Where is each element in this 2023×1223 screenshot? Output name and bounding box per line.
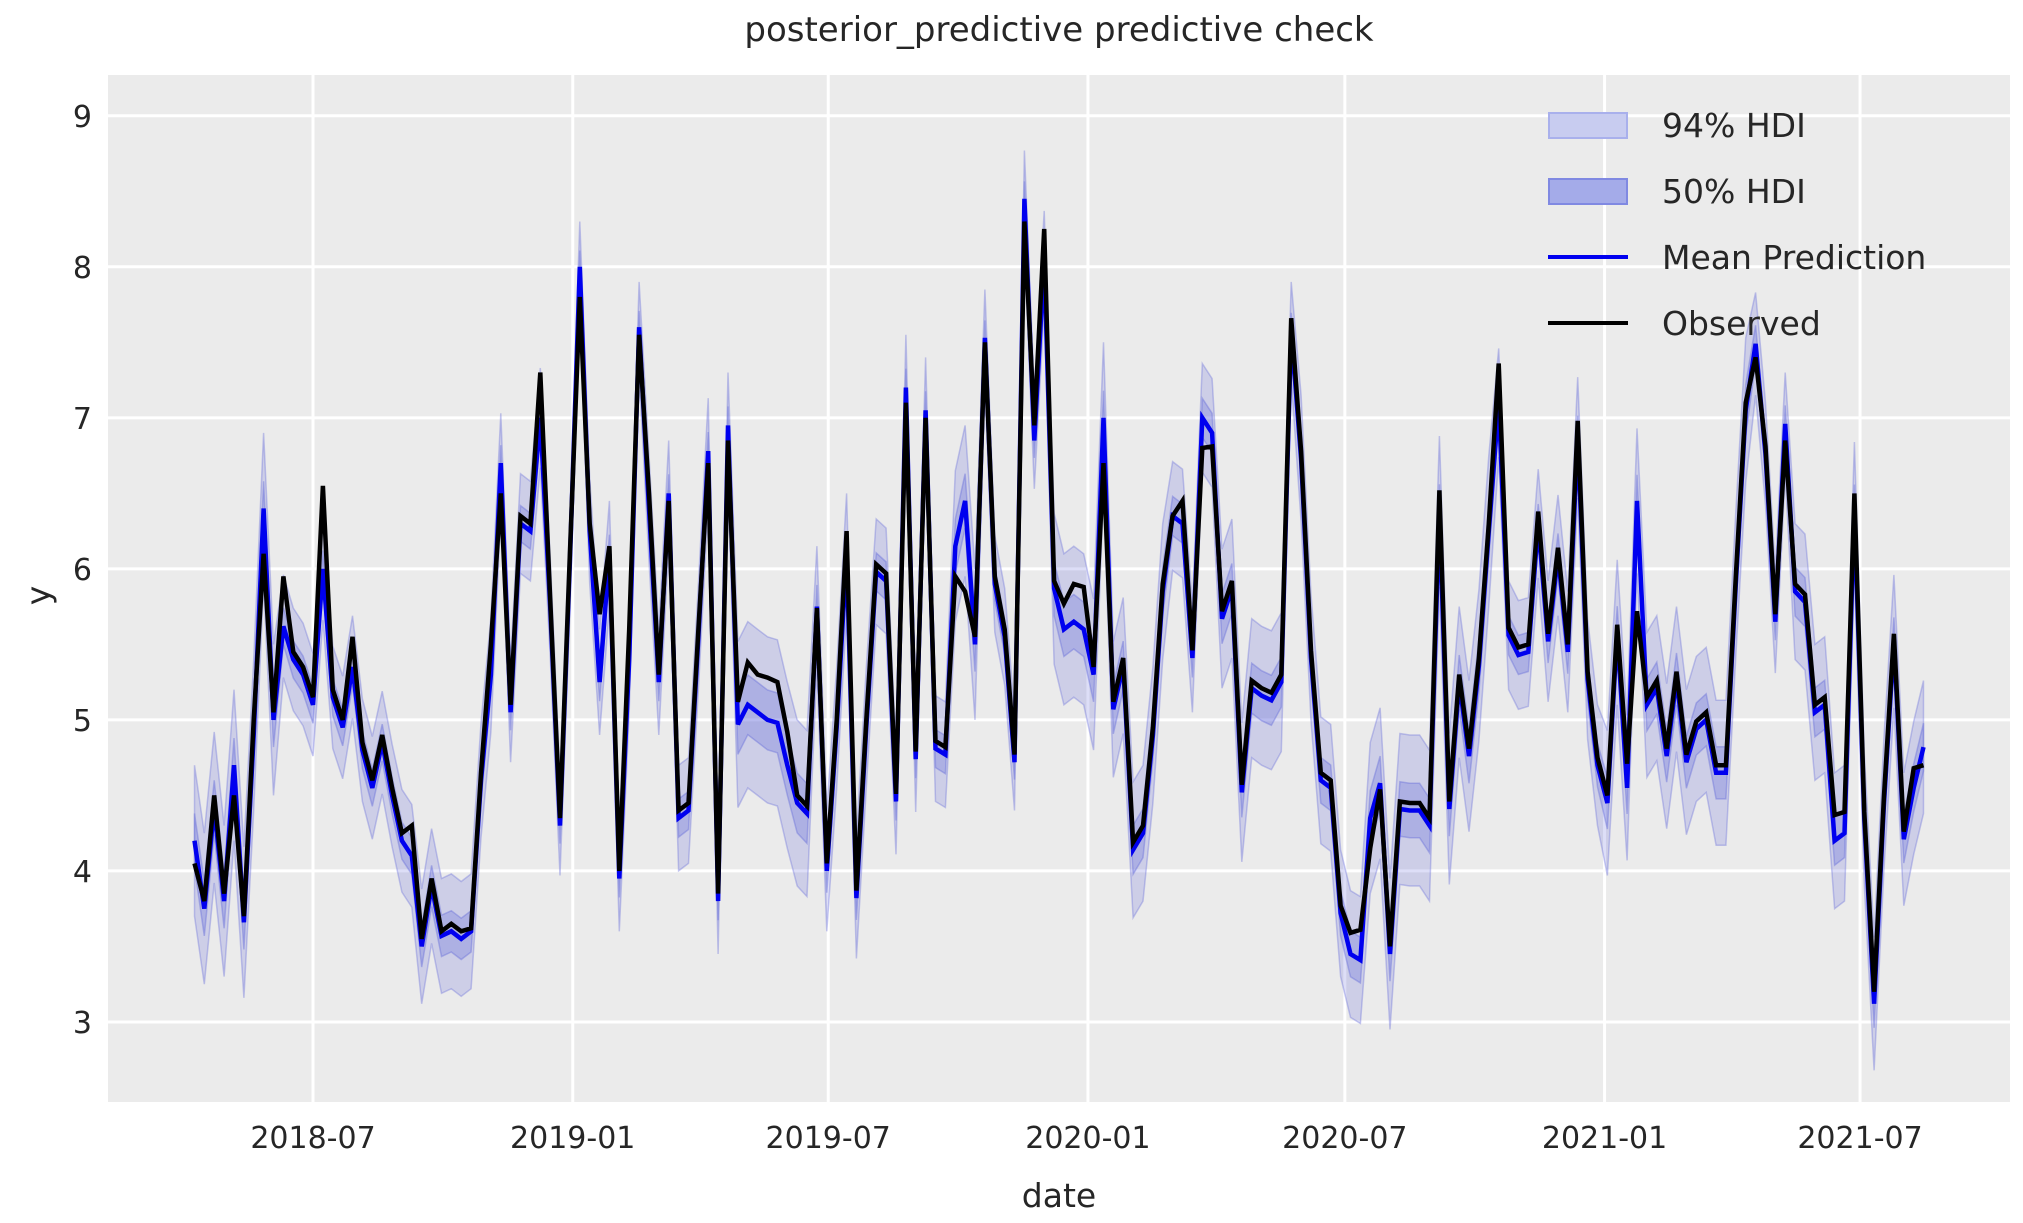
hdi94-swatch-icon xyxy=(1548,111,1628,139)
chart-title: posterior_predictive predictive check xyxy=(744,10,1374,50)
legend-label-mean-prediction: Mean Prediction xyxy=(1662,237,1927,277)
legend-item-50-hdi: 50% HDI xyxy=(1548,158,1926,224)
y-tick-label-8: 8 xyxy=(73,251,92,286)
y-tick-label-9: 9 xyxy=(73,100,92,135)
y-tick-label-4: 4 xyxy=(73,855,92,890)
observed-line-icon xyxy=(1548,321,1628,325)
y-axis-label: y xyxy=(18,585,58,606)
x-tick-label-2021-07: 2021-07 xyxy=(1797,1121,1922,1156)
y-tick-label-5: 5 xyxy=(73,704,92,739)
legend: 94% HDI 50% HDI Mean Prediction Observed xyxy=(1548,92,1926,356)
legend-label-50-hdi: 50% HDI xyxy=(1662,171,1806,211)
x-tick-label-2020-01: 2020-01 xyxy=(1025,1121,1150,1156)
x-tick-label-2019-07: 2019-07 xyxy=(766,1121,891,1156)
x-axis-label: date xyxy=(1021,1176,1097,1215)
legend-label-observed: Observed xyxy=(1662,303,1821,343)
observed-line xyxy=(192,221,1925,992)
y-tick-label-7: 7 xyxy=(73,402,92,437)
mean-line-icon xyxy=(1548,255,1628,259)
x-tick-label-2021-01: 2021-01 xyxy=(1542,1121,1667,1156)
y-tick-label-6: 6 xyxy=(73,553,92,588)
legend-item-94-hdi: 94% HDI xyxy=(1548,92,1926,158)
x-tick-label-2020-07: 2020-07 xyxy=(1282,1121,1407,1156)
x-tick-label-2018-07: 2018-07 xyxy=(250,1121,375,1156)
hdi50-swatch-icon xyxy=(1548,177,1628,205)
legend-item-observed: Observed xyxy=(1548,290,1926,356)
legend-item-mean-prediction: Mean Prediction xyxy=(1548,224,1926,290)
y-tick-label-3: 3 xyxy=(73,1006,92,1041)
legend-label-94-hdi: 94% HDI xyxy=(1662,105,1806,145)
x-tick-label-2019-01: 2019-01 xyxy=(510,1121,635,1156)
